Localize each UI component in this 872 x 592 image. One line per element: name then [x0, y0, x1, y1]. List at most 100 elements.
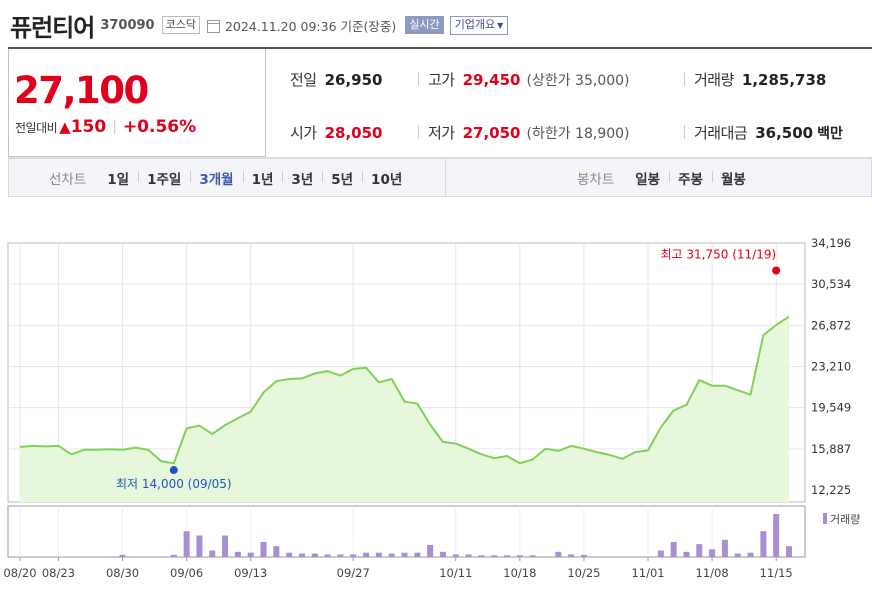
- x-tick-label: 08/23: [42, 566, 75, 580]
- quote-datetime: 2024.11.20 09:36 기준(장중): [225, 16, 396, 35]
- tab-divider: [445, 159, 446, 196]
- volume-bar: [388, 553, 395, 557]
- volume-bar: [222, 535, 229, 557]
- volume-label: 거래량: [694, 71, 734, 89]
- prev-close-value: 26,950: [324, 71, 383, 89]
- kv-divider: [684, 125, 685, 139]
- volume-bar: [209, 550, 216, 557]
- realtime-button[interactable]: 실시간: [405, 16, 444, 34]
- basis-text: 기준(장중): [340, 18, 397, 34]
- open-value: 28,050: [324, 124, 383, 142]
- volume-legend-swatch: [823, 513, 827, 524]
- tab-line-3[interactable]: 1년: [242, 168, 283, 188]
- quote-panel: 27,100 전일대비 ▲ 150 | +0.56% 전일 26,950 고가 29…: [8, 49, 872, 158]
- volume-bar: [401, 552, 408, 557]
- amount-unit: 백만: [817, 126, 843, 142]
- change-value: 150: [70, 117, 107, 137]
- tab-candle-2[interactable]: 월봉: [711, 168, 755, 188]
- kv-divider: [684, 72, 685, 86]
- volume-bar: [273, 546, 280, 557]
- price-box: 27,100 전일대비 ▲ 150 | +0.56%: [8, 49, 266, 157]
- candle-chart-label: 봉차트: [577, 171, 615, 188]
- company-overview-label: 기업개요: [454, 17, 496, 31]
- tab-line-2[interactable]: 3개월: [190, 168, 242, 188]
- volume-bar: [260, 541, 267, 557]
- market-badge: 코스닥: [161, 16, 200, 34]
- kv-divider: [418, 125, 419, 139]
- low-marker: [169, 466, 178, 475]
- volume-bar: [773, 514, 780, 557]
- x-tick-label: 09/27: [337, 566, 370, 580]
- volume-plot-frame: [7, 505, 806, 558]
- volume: 거래량 1,285,738: [694, 69, 826, 90]
- volume-bar: [465, 554, 472, 557]
- tab-line-1[interactable]: 1주일: [138, 168, 190, 188]
- volume-bar: [721, 539, 728, 557]
- volume-bar: [183, 531, 190, 557]
- volume-bar: [363, 552, 370, 557]
- volume-bar: [311, 553, 318, 557]
- volume-bar: [478, 555, 485, 557]
- volume-bar: [170, 554, 177, 557]
- x-tick-label: 09/13: [234, 566, 267, 580]
- stock-name: 퓨런티어: [10, 13, 95, 42]
- y-tick-label: 15,887: [811, 442, 851, 456]
- change-row: 전일대비 ▲ 150 | +0.56%: [15, 117, 196, 137]
- x-tick-label: 08/20: [3, 566, 36, 580]
- y-tick-label: 26,872: [811, 318, 851, 332]
- y-tick-label: 30,534: [811, 277, 851, 291]
- high-annotation: 최고 31,750 (11/19): [661, 247, 777, 261]
- tab-line-5[interactable]: 5년: [322, 168, 362, 188]
- stock-header: 퓨런티어 370090 코스닥 2024.11.20 09:36 기준(장중) …: [10, 8, 509, 42]
- volume-bar: [298, 553, 305, 557]
- volume-bar: [196, 535, 203, 557]
- change-separator: |: [112, 119, 117, 135]
- volume-value: 1,285,738: [741, 71, 827, 89]
- tab-line-4[interactable]: 3년: [282, 168, 322, 188]
- stock-code: 370090: [100, 17, 155, 33]
- tab-candle-1[interactable]: 주봉: [669, 168, 712, 188]
- volume-bar: [324, 554, 331, 557]
- company-overview-button[interactable]: 기업개요 ▼: [449, 15, 509, 35]
- volume-bar: [529, 555, 536, 557]
- current-price: 27,100: [14, 69, 149, 112]
- volume-bar: [683, 551, 690, 557]
- x-tick-label: 08/30: [106, 566, 139, 580]
- y-tick-label: 12,225: [811, 483, 851, 497]
- volume-bar: [234, 551, 241, 557]
- volume-bar: [568, 554, 575, 557]
- volume-bar: [516, 555, 523, 557]
- calendar-icon: [206, 19, 220, 33]
- volume-bar: [555, 551, 562, 557]
- tab-line-6[interactable]: 10년: [362, 168, 411, 188]
- change-rate: +0.56%: [122, 117, 197, 137]
- volume-legend-label: 거래량: [830, 513, 860, 526]
- volume-bar: [760, 531, 767, 557]
- volume-bar: [375, 552, 382, 557]
- price-area: [20, 316, 789, 502]
- volume-bar: [580, 554, 587, 557]
- y-tick-label: 19,549: [811, 401, 851, 415]
- volume-bar: [709, 549, 716, 557]
- tab-candle-0[interactable]: 일봉: [635, 171, 661, 188]
- candle-chart-tabs: 봉차트 일봉 주봉 월봉: [577, 159, 755, 196]
- low-label: 저가: [428, 124, 455, 142]
- open-price: 시가 28,050: [290, 122, 383, 143]
- low-value: 27,050: [462, 124, 521, 142]
- prev-close: 전일 26,950: [290, 69, 383, 90]
- lower-limit: (하한가 18,900): [526, 126, 630, 142]
- x-tick-label: 10/18: [503, 566, 536, 580]
- x-tick-label: 10/11: [439, 566, 472, 580]
- volume-bar: [696, 544, 703, 557]
- amount-value: 36,500: [755, 124, 814, 142]
- volume-bar: [350, 554, 357, 557]
- tab-line-0[interactable]: 1일: [107, 171, 130, 188]
- change-label: 전일대비: [15, 120, 58, 135]
- volume-bar: [491, 555, 498, 557]
- volume-bar: [286, 552, 293, 557]
- volume-bar: [427, 544, 434, 557]
- y-tick-label: 34,196: [811, 236, 851, 250]
- volume-bar: [734, 553, 741, 557]
- x-tick-label: 11/15: [760, 566, 793, 580]
- volume-bar: [504, 555, 511, 557]
